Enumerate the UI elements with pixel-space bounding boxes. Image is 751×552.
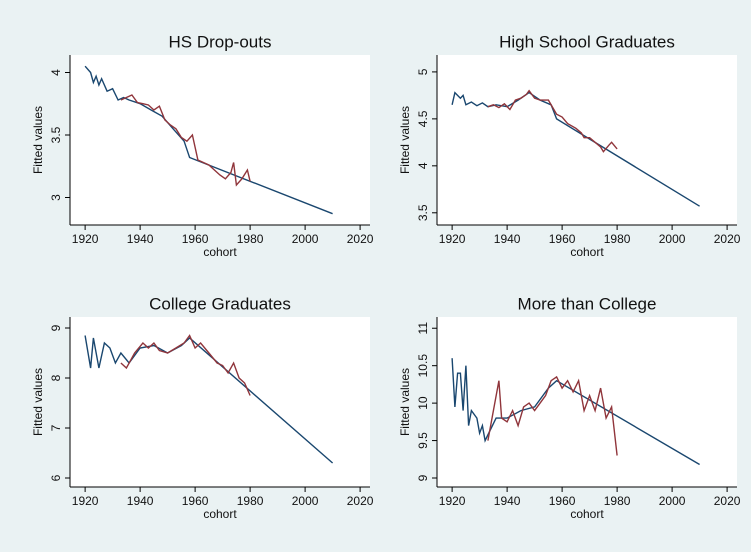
x-tick-label: 1960 [549, 232, 576, 246]
line-series [487, 375, 618, 456]
y-tick-label: 10 [416, 396, 430, 410]
x-tick-label: 2020 [347, 232, 374, 246]
x-tick-label: 1980 [237, 232, 264, 246]
y-tick-label: 4 [416, 162, 430, 169]
plot-area [70, 55, 370, 225]
x-axis-label: cohort [203, 507, 237, 521]
y-tick-label: 3 [49, 194, 63, 201]
chart-title: High School Graduates [499, 32, 675, 51]
x-axis-label: cohort [570, 245, 604, 259]
y-axis-label: Fitted values [31, 106, 45, 174]
x-axis-label: cohort [570, 507, 604, 521]
x-axis-label: cohort [203, 245, 237, 259]
y-tick-label: 9 [49, 324, 63, 331]
x-tick-label: 1960 [182, 494, 209, 508]
x-tick-label: 1980 [604, 232, 631, 246]
x-tick-label: 1940 [127, 494, 154, 508]
plot-area [70, 317, 370, 487]
y-tick-label: 4.5 [416, 110, 430, 127]
y-tick-label: 8 [49, 374, 63, 381]
x-tick-label: 1940 [127, 232, 154, 246]
x-tick-label: 1960 [549, 494, 576, 508]
y-axis-label: Fitted values [398, 368, 412, 436]
x-tick-label: 1920 [72, 232, 99, 246]
x-tick-label: 2000 [659, 232, 686, 246]
x-tick-label: 1960 [182, 232, 209, 246]
y-tick-label: 6 [49, 474, 63, 481]
y-tick-label: 3.5 [416, 204, 430, 221]
chart-title: College Graduates [149, 294, 291, 313]
line-series [84, 65, 333, 215]
x-tick-label: 1980 [604, 494, 631, 508]
y-tick-label: 10.5 [416, 354, 430, 378]
line-series [451, 358, 700, 466]
y-tick-label: 11 [416, 322, 430, 335]
y-axis-label: Fitted values [31, 368, 45, 436]
y-tick-label: 9.5 [416, 432, 430, 449]
plot-area [437, 55, 737, 225]
line-series [120, 94, 251, 187]
x-tick-label: 1940 [494, 232, 521, 246]
x-tick-label: 1920 [72, 494, 99, 508]
x-tick-label: 2000 [292, 494, 319, 508]
chart-title: HS Drop-outs [169, 32, 272, 51]
x-tick-label: 1920 [439, 232, 466, 246]
y-tick-label: 9 [416, 474, 430, 481]
line-series [487, 89, 618, 153]
y-tick-label: 5 [416, 68, 430, 75]
y-tick-label: 7 [49, 424, 63, 431]
x-tick-label: 1980 [237, 494, 264, 508]
line-series [120, 334, 251, 396]
y-axis-label: Fitted values [398, 106, 412, 174]
x-tick-label: 1940 [494, 494, 521, 508]
x-tick-label: 1920 [439, 494, 466, 508]
x-tick-label: 2020 [714, 494, 741, 508]
y-tick-label: 4 [49, 69, 63, 76]
y-tick-label: 3.5 [49, 126, 63, 143]
x-tick-label: 2020 [347, 494, 374, 508]
x-tick-label: 2000 [659, 494, 686, 508]
x-tick-label: 2000 [292, 232, 319, 246]
chart-title: More than College [518, 294, 657, 313]
x-tick-label: 2020 [714, 232, 741, 246]
